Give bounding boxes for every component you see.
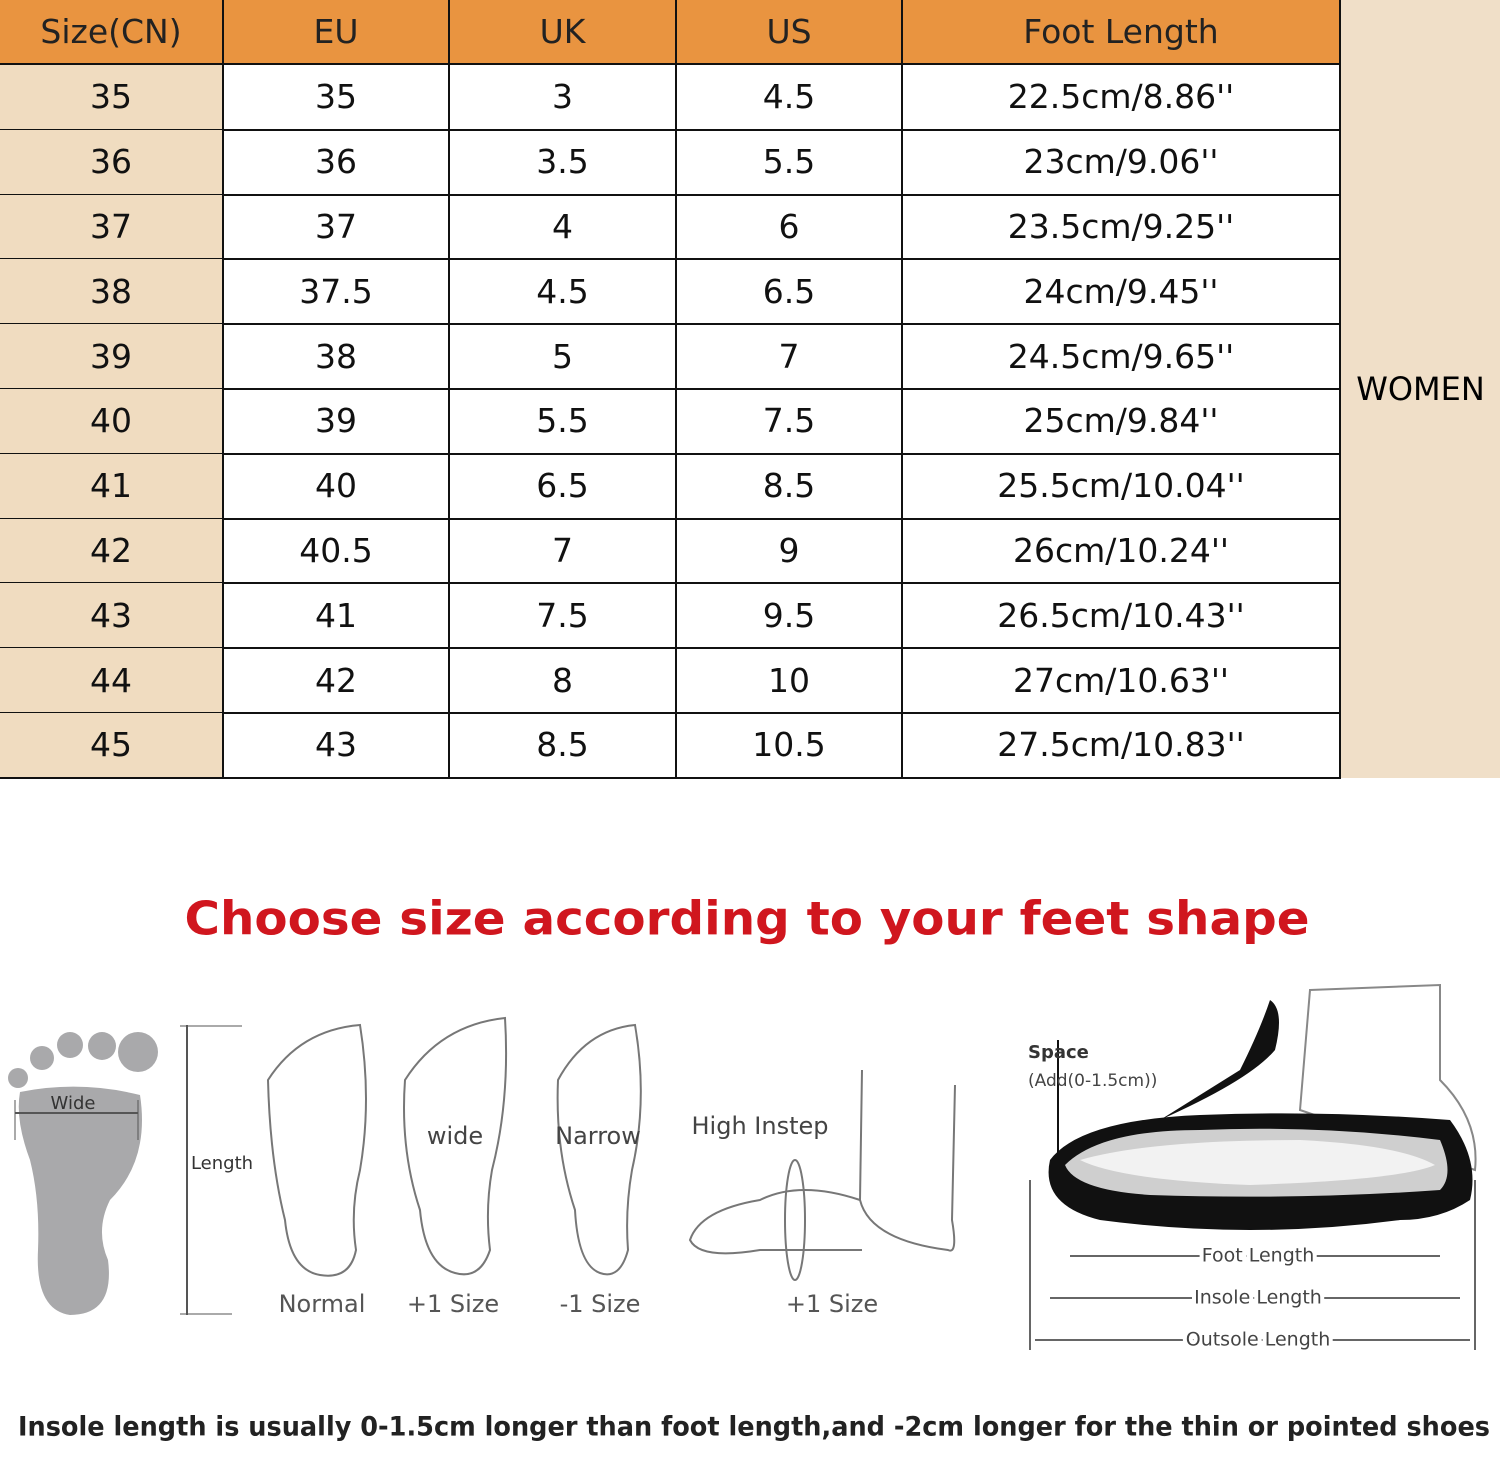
table-cell: 25.5cm/10.04'' [903, 453, 1341, 520]
table-cell: 22.5cm/8.86'' [903, 65, 1341, 131]
measure-lines [1029, 1180, 1476, 1350]
shape-caption: Normal [279, 1290, 366, 1318]
table-cell: 35 [224, 65, 450, 131]
table-cell: 44 [0, 648, 224, 714]
table-cell: 37 [224, 194, 450, 261]
table-cell: 27.5cm/10.83'' [903, 713, 1341, 779]
table-cell: 3.5 [450, 129, 677, 196]
header-cell: UK [450, 0, 677, 65]
table-cell: 42 [0, 518, 224, 585]
table-cell: 23.5cm/9.25'' [903, 194, 1341, 261]
table-cell: 38 [224, 324, 450, 390]
table-cell: 4.5 [677, 65, 903, 131]
table-cell: 41 [224, 583, 450, 650]
table-cell: 24.5cm/9.65'' [903, 324, 1341, 390]
table-cell: 37 [0, 194, 224, 261]
foot-silhouette [8, 1032, 158, 1315]
table-cell: 8 [450, 648, 677, 714]
table-cell: 35 [0, 65, 224, 131]
shape-caption: +1 Size [786, 1290, 878, 1318]
header-cell: Size(CN) [0, 0, 224, 65]
footer-note: Insole length is usually 0-1.5cm longer … [18, 1412, 1490, 1443]
table-cell: 45 [0, 713, 224, 779]
table-cell: 37.5 [224, 259, 450, 326]
table-cell: 36 [0, 129, 224, 196]
table-cell: 42 [224, 648, 450, 714]
table-cell: 7.5 [450, 583, 677, 650]
table-cell: 43 [0, 583, 224, 650]
guide-title: Choose size according to your feet shape [185, 892, 1310, 946]
shape-label: Narrow [555, 1122, 641, 1150]
shape-caption: -1 Size [560, 1290, 641, 1318]
table-cell: 41 [0, 453, 224, 520]
measure-label: Insole Length [1194, 1287, 1322, 1309]
space-note: (Add(0-1.5cm)) [1028, 1071, 1157, 1091]
table-cell: 9 [677, 518, 903, 585]
shape-caption: +1 Size [407, 1290, 499, 1318]
table-cell: 9.5 [677, 583, 903, 650]
table-cell: 5.5 [677, 129, 903, 196]
table-cell: 6.5 [450, 453, 677, 520]
header-cell: EU [224, 0, 450, 65]
table-cell: 38 [0, 259, 224, 326]
foot-outlines [266, 1016, 956, 1281]
space-label: Space [1028, 1042, 1089, 1063]
table-cell: 10 [677, 648, 903, 714]
table-cell: 7 [450, 518, 677, 585]
table-cell: 26.5cm/10.43'' [903, 583, 1341, 650]
table-cell: 23cm/9.06'' [903, 129, 1341, 196]
side-label: WOMEN [1341, 0, 1500, 778]
table-cell: 6 [677, 194, 903, 261]
shoe-illustration [1048, 983, 1477, 1230]
table-cell: 40 [0, 389, 224, 455]
table-cell: 5 [450, 324, 677, 390]
table-cell: 6.5 [677, 259, 903, 326]
table-cell: 27cm/10.63'' [903, 648, 1341, 714]
table-cell: 39 [0, 324, 224, 390]
table-cell: 40 [224, 453, 450, 520]
foot-width-label: Wide [51, 1093, 96, 1114]
table-cell: 25cm/9.84'' [903, 389, 1341, 455]
table-cell: 36 [224, 129, 450, 196]
table-cell: 24cm/9.45'' [903, 259, 1341, 326]
table-cell: 7.5 [677, 389, 903, 455]
table-cell: 39 [224, 389, 450, 455]
table-cell: 43 [224, 713, 450, 779]
table-cell: 4 [450, 194, 677, 261]
table-cell: 10.5 [677, 713, 903, 779]
table-cell: 7 [677, 324, 903, 390]
table-cell: 4.5 [450, 259, 677, 326]
foot-length-label: Length [191, 1153, 253, 1174]
shape-label: High Instep [692, 1112, 829, 1140]
table-cell: 40.5 [224, 518, 450, 585]
header-cell: US [677, 0, 903, 65]
fit-guide: Choose size according to your feet shape… [8, 892, 1490, 1443]
measure-label: Outsole Length [1186, 1329, 1331, 1351]
table-cell: 8.5 [677, 453, 903, 520]
header-cell: Foot Length [903, 0, 1341, 65]
table-cell: 8.5 [450, 713, 677, 779]
table-cell: 26cm/10.24'' [903, 518, 1341, 585]
shape-label: wide [427, 1122, 483, 1150]
table-cell: 3 [450, 65, 677, 131]
table-cell: 5.5 [450, 389, 677, 455]
measure-label: Foot Length [1202, 1245, 1315, 1267]
